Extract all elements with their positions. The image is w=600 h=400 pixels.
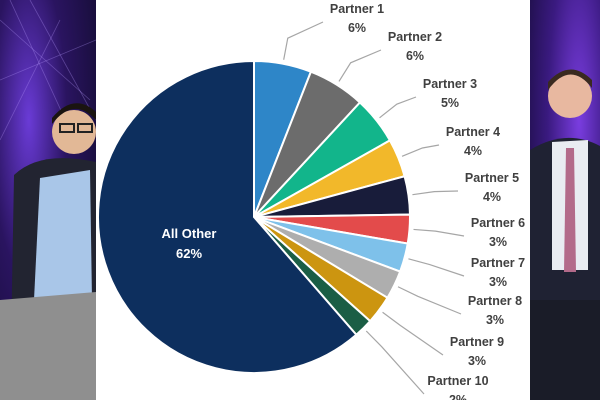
slice-value-partner-8: 3% [486,313,504,327]
leader-line-partner-2 [338,49,382,82]
slice-value-partner-10: 2% [449,393,467,400]
slice-value-partner-9: 3% [468,354,486,368]
slice-value-partner-3: 5% [441,96,459,110]
pie-slice-all-other [97,59,358,374]
leader-line-partner-4 [401,144,440,157]
background-photo-left [0,0,96,400]
chart-panel: Partner 1 6% Partner 2 6% Partner 3 5% Partner… [96,0,530,400]
person-left-illustration [0,0,96,400]
leader-line-partner-8 [397,286,462,315]
slice-name-all-other: All Other [162,226,217,241]
slice-name-partner-7: Partner 7 [471,256,525,270]
slice-name-partner-3: Partner 3 [423,77,477,91]
slice-name-partner-9: Partner 9 [450,335,504,349]
slice-value-partner-5: 4% [483,190,501,204]
slice-name-partner-2: Partner 2 [388,30,442,44]
leader-line-partner-10 [365,330,425,395]
slice-value-partner-7: 3% [489,275,507,289]
slice-name-partner-10: Partner 10 [427,374,488,388]
leader-line-partner-3 [379,96,417,119]
pie-chart: Partner 1 6% Partner 2 6% Partner 3 5% Partner… [97,2,525,400]
slice-value-partner-4: 4% [464,144,482,158]
slice-value-partner-1: 6% [348,21,366,35]
slice-value-partner-6: 3% [489,235,507,249]
slice-value-partner-2: 6% [406,49,424,63]
leader-line-partner-5 [412,190,459,196]
leader-line-partner-7 [408,258,465,277]
person-right-illustration [530,69,600,400]
slice-name-partner-4: Partner 4 [446,125,500,139]
leader-line-partner-1 [283,21,324,60]
slice-name-partner-5: Partner 5 [465,171,519,185]
slice-name-partner-1: Partner 1 [330,2,384,16]
background-photo-right [530,0,600,400]
leader-line-partner-6 [413,228,465,237]
leader-line-partner-9 [382,311,444,356]
slice-name-partner-8: Partner 8 [468,294,522,308]
slice-value-all-other: 62% [176,246,202,261]
slice-name-partner-6: Partner 6 [471,216,525,230]
